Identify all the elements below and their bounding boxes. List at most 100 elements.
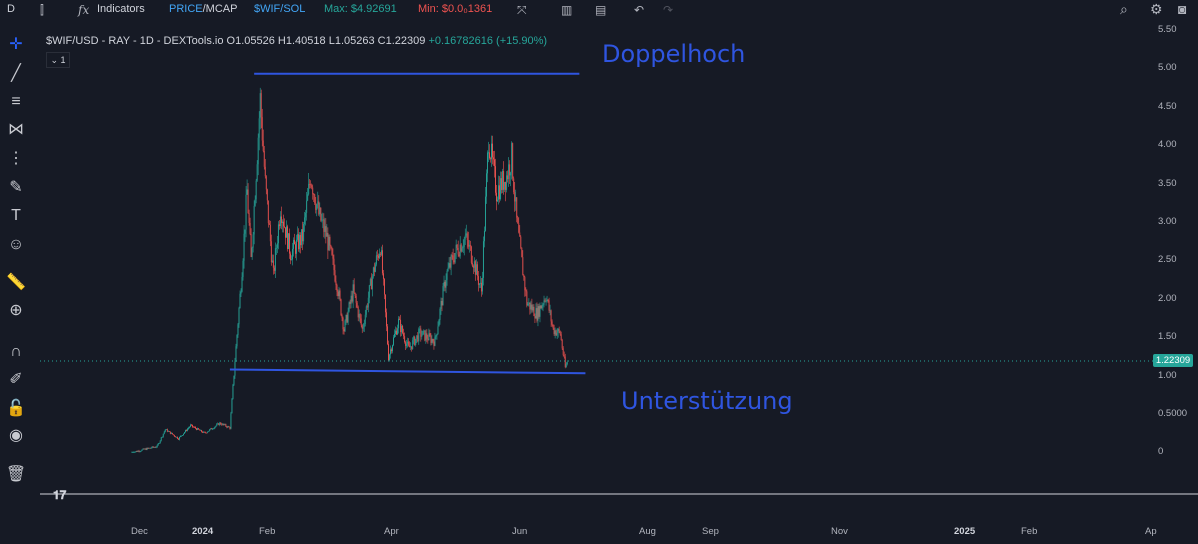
candle-body (256, 164, 258, 181)
candle-body (277, 224, 279, 244)
candle-body (480, 282, 482, 292)
candle-body (347, 311, 349, 323)
y-tick-label: 1.50 (1158, 331, 1177, 343)
candle-body (324, 226, 326, 232)
candle-body (177, 438, 179, 440)
candle-body (157, 443, 159, 446)
candle-body (391, 349, 392, 352)
candle-body (498, 185, 500, 200)
candle-body (242, 260, 244, 278)
text-icon[interactable]: T (11, 207, 21, 224)
camera-icon[interactable]: ◙ (1178, 1, 1187, 17)
candle-body (495, 166, 496, 193)
candle-body (133, 452, 135, 453)
candle-body (233, 375, 235, 385)
candle-body (415, 338, 417, 346)
candle-body (135, 451, 137, 452)
search-icon[interactable]: ⌕ (1120, 1, 1128, 17)
candle-body (350, 295, 352, 304)
candle-body (376, 255, 378, 257)
candle-body (166, 429, 168, 432)
candle-body (549, 310, 551, 312)
candle-body (170, 432, 172, 434)
candle-body (197, 428, 199, 430)
fullscreen-icon[interactable]: ⤧ (517, 3, 527, 17)
lock-drawing-icon[interactable]: ✐ (9, 371, 23, 388)
price-label[interactable]: PRICE (169, 3, 203, 15)
measure-lines-icon[interactable]: ⋮ (8, 150, 24, 167)
candle-body (179, 435, 181, 437)
candle-body (250, 233, 252, 257)
candle-body (383, 278, 385, 295)
mcap-label[interactable]: /MCAP (202, 3, 238, 15)
candle-body (267, 200, 269, 224)
candle-body (410, 346, 412, 348)
candle-body (193, 426, 194, 428)
candle-body (226, 426, 228, 428)
trendline-icon[interactable]: ╱ (11, 65, 21, 82)
candle-body (537, 306, 539, 321)
candle-body (149, 447, 151, 449)
candle-body (203, 431, 205, 433)
crosshair-icon[interactable]: ✛ (9, 36, 23, 53)
candle-body (323, 219, 325, 232)
candle-body (317, 201, 319, 205)
pair-button[interactable]: $WIF/SOL (254, 3, 306, 15)
magnet-icon[interactable]: ∩ (10, 343, 22, 360)
indicators-button[interactable]: Indicators (97, 3, 145, 15)
tradingview-logo-icon[interactable]: 𝟏𝟕 (53, 488, 67, 502)
candle-body (178, 436, 180, 440)
support-line[interactable] (229, 368, 586, 375)
chart-type-icon[interactable]: ▤ (595, 3, 607, 17)
candle-body (482, 241, 484, 278)
candle-body (227, 426, 229, 428)
candle-body (144, 448, 146, 450)
candle-body (369, 278, 371, 286)
bar-chart-icon[interactable]: ▥ (561, 3, 573, 17)
redo-icon[interactable]: ↷ (663, 3, 674, 17)
settings-icon[interactable]: ⚙ (1150, 1, 1163, 17)
candle-body (504, 181, 506, 190)
candle-body (365, 306, 367, 315)
emoji-icon[interactable]: ☺ (7, 236, 25, 253)
price-mcap-toggle[interactable]: PRICE/MCAP (169, 3, 237, 15)
ruler-icon[interactable]: 📏 (6, 274, 26, 291)
candle-body (458, 254, 460, 257)
trash-icon[interactable]: 🗑 (5, 466, 27, 483)
candle-body (346, 314, 348, 323)
brush-icon[interactable]: ✎ (9, 179, 23, 196)
candle-body (367, 297, 369, 308)
candle-body (325, 226, 327, 237)
candle-body (371, 276, 373, 290)
candle-body (389, 354, 390, 361)
candle-body (154, 447, 156, 448)
candle-body (361, 325, 363, 329)
candle-body (453, 260, 455, 263)
zoom-in-icon[interactable]: ⊕ (9, 302, 23, 319)
candle-style-icon[interactable]: ⫿ (40, 3, 44, 17)
candle-body (462, 246, 464, 249)
candle-body (247, 189, 249, 214)
candle-body (478, 283, 480, 285)
candle-body (539, 305, 541, 317)
symbol-short[interactable]: D (7, 3, 15, 15)
undo-icon[interactable]: ↶ (634, 3, 645, 17)
pattern-icon[interactable]: ⋈ (8, 121, 24, 138)
candle-body (523, 275, 525, 278)
candle-body (439, 308, 441, 321)
candle-body (507, 175, 509, 180)
lock-icon[interactable]: 🔓 (6, 400, 26, 417)
candle-body (534, 316, 536, 319)
candle-body (461, 248, 463, 252)
candle-body (221, 424, 223, 426)
collapse-legend-button[interactable]: ⌄ 1 (46, 52, 70, 68)
horizontal-lines-icon[interactable]: ≡ (11, 93, 21, 110)
candle-body (279, 216, 281, 226)
candle-body (241, 277, 243, 292)
indicators-icon[interactable]: fx (78, 3, 90, 17)
candle-body (302, 229, 304, 242)
eye-icon[interactable]: ◉ (9, 427, 23, 444)
y-tick-label: 2.00 (1158, 292, 1177, 304)
candle-body (357, 307, 359, 318)
